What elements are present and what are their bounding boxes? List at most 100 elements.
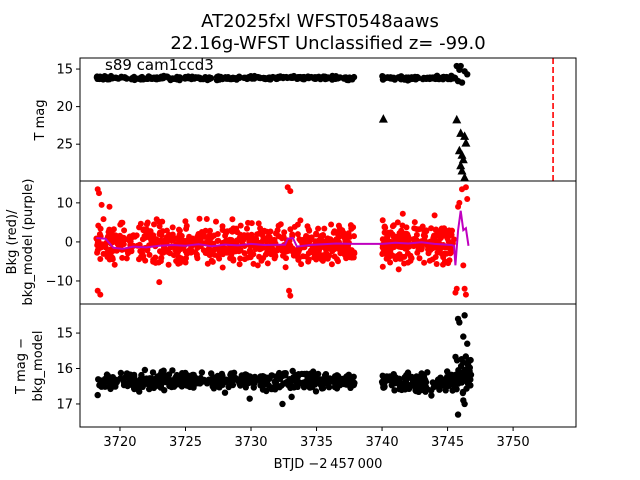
data-point	[241, 256, 248, 263]
data-point	[167, 76, 174, 83]
data-point	[100, 216, 107, 223]
data-point	[339, 375, 346, 383]
data-point	[148, 241, 155, 247]
data-point	[191, 238, 198, 245]
upper-limit-marker	[456, 160, 466, 170]
outlier-point	[461, 400, 468, 408]
data-point	[315, 247, 322, 253]
data-point	[350, 381, 358, 388]
data-point	[387, 247, 394, 254]
data-point	[346, 374, 353, 381]
data-point	[273, 230, 280, 237]
data-point	[128, 75, 135, 82]
data-point	[264, 260, 271, 267]
data-point	[206, 74, 213, 81]
data-point	[169, 224, 176, 231]
data-point	[259, 238, 266, 245]
data-point	[391, 387, 398, 394]
data-point	[151, 221, 157, 228]
data-point	[182, 369, 189, 377]
data-point	[463, 385, 470, 392]
data-point	[432, 254, 439, 260]
data-point	[290, 384, 298, 391]
data-point	[380, 377, 387, 384]
data-point	[230, 74, 237, 82]
data-point	[314, 370, 322, 378]
chart-title-line1: AT2025fxl WFST0548aaws	[201, 11, 439, 32]
data-point	[262, 75, 269, 82]
data-point	[249, 251, 256, 258]
data-point	[268, 251, 275, 258]
data-point	[381, 229, 388, 236]
data-point	[198, 369, 206, 376]
data-point	[115, 236, 122, 243]
data-point	[328, 261, 335, 268]
data-point	[280, 252, 286, 259]
data-point	[157, 238, 164, 245]
data-point	[163, 378, 171, 386]
data-point	[194, 74, 202, 81]
data-point	[268, 372, 276, 379]
data-point	[252, 246, 259, 252]
data-point	[415, 74, 422, 82]
data-point	[296, 74, 304, 81]
data-point	[411, 225, 418, 232]
data-point	[147, 229, 154, 236]
outlier-point	[453, 285, 460, 292]
data-point	[171, 379, 178, 386]
data-point	[305, 234, 312, 241]
data-point	[308, 73, 315, 81]
data-point	[351, 233, 357, 240]
data-point	[140, 226, 147, 233]
data-point	[240, 237, 247, 243]
data-point	[319, 257, 326, 264]
panel3-y-label-line1: T mag −	[14, 338, 29, 395]
data-point	[264, 377, 271, 384]
data-point	[111, 261, 118, 268]
data-point	[248, 220, 255, 227]
data-point	[439, 251, 445, 258]
data-point	[435, 376, 442, 383]
data-point	[419, 372, 427, 379]
outlier-point	[94, 391, 101, 399]
data-point	[277, 73, 284, 80]
data-point	[462, 353, 469, 360]
x-tick-label: 3750	[497, 435, 530, 450]
data-point	[176, 226, 182, 233]
panel-2: −10 0 10	[46, 180, 577, 305]
data-point	[178, 383, 186, 390]
upper-limit-marker	[457, 165, 467, 175]
data-point	[225, 246, 232, 253]
data-point	[121, 227, 128, 234]
data-point	[319, 233, 326, 240]
data-point	[120, 381, 128, 389]
data-point	[318, 385, 326, 392]
data-point	[213, 218, 219, 225]
data-point	[244, 374, 251, 381]
data-point	[174, 258, 181, 265]
panel2-y-label-line1: Bkg (red)/	[5, 209, 20, 274]
data-point	[119, 254, 126, 261]
data-point	[315, 225, 322, 232]
data-point	[309, 247, 316, 254]
data-point	[399, 233, 406, 239]
data-point	[405, 75, 412, 82]
data-point	[297, 217, 304, 224]
data-point	[260, 244, 267, 251]
data-point	[419, 223, 426, 230]
data-point	[403, 224, 410, 231]
data-point	[100, 250, 107, 257]
data-point	[336, 381, 344, 389]
data-point	[282, 264, 289, 271]
data-point	[433, 261, 440, 267]
data-point	[176, 231, 183, 238]
data-point	[220, 246, 227, 253]
data-point	[325, 384, 333, 391]
data-point	[379, 244, 386, 251]
data-point	[128, 247, 135, 254]
data-point	[319, 253, 326, 260]
upper-limit-marker	[458, 154, 468, 164]
data-point	[290, 252, 297, 259]
data-point	[285, 248, 291, 254]
